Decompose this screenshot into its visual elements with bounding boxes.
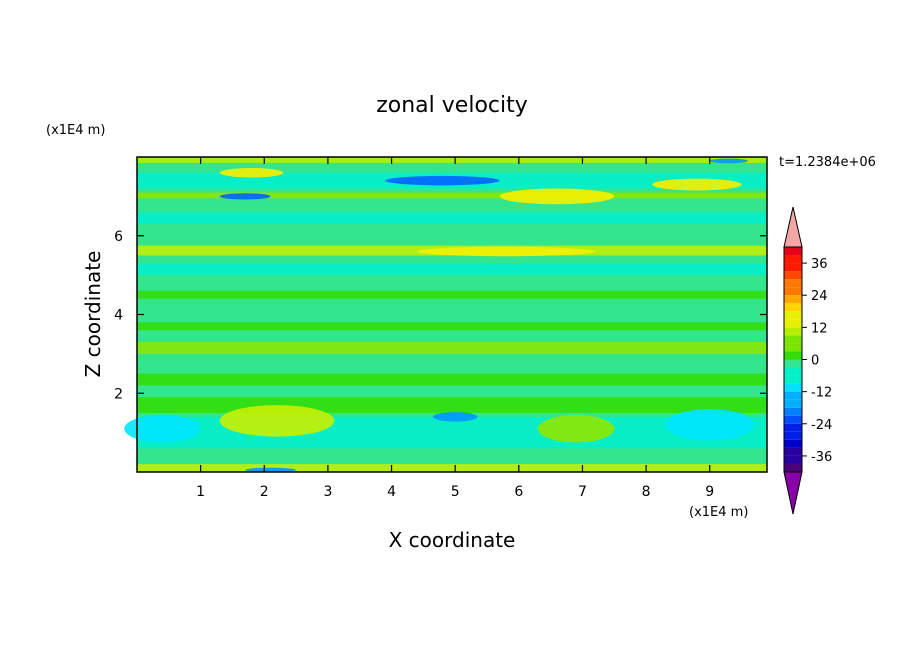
colorbar-swatch [784, 423, 802, 432]
field-eddy [417, 246, 596, 257]
colorbar-swatch [784, 391, 802, 400]
colorbar-swatch [784, 327, 802, 336]
field-band [137, 373, 767, 386]
colorbar-swatch [784, 375, 802, 384]
colorbar-extend-max [783, 206, 803, 248]
colorbar-tick-label: 36 [811, 257, 828, 272]
colorbar-swatch [784, 271, 802, 280]
field-eddy [665, 409, 755, 441]
colorbar-swatch [784, 255, 802, 264]
field-band [137, 192, 767, 199]
x-tick-label: 6 [514, 484, 523, 500]
x-tick-label: 2 [260, 484, 269, 500]
x-tick-label: 5 [451, 484, 460, 500]
colorbar-swatch [784, 359, 802, 368]
x-tick-label: 4 [387, 484, 396, 500]
field-band [137, 397, 767, 413]
field-eddy [499, 188, 615, 205]
colorbar-swatch [784, 399, 802, 408]
colorbar-swatch [784, 263, 802, 272]
colorbar-tick-label: -12 [811, 386, 832, 401]
colorbar-swatch [784, 343, 802, 352]
y-tick-label: 6 [114, 229, 123, 245]
field-band [137, 290, 767, 299]
time-label: t=1.2384e+06 [779, 155, 876, 170]
field-eddy [385, 175, 500, 186]
heatmap-field [124, 157, 767, 473]
x-tick-label: 9 [705, 484, 714, 500]
colorbar-swatch [784, 335, 802, 344]
colorbar-tick-label: 12 [811, 321, 828, 336]
y-axis-unit: (x1E4 m) [46, 123, 105, 138]
field-band [137, 342, 767, 354]
field-band [137, 322, 767, 331]
field-eddy [219, 193, 271, 200]
field-band [137, 464, 767, 472]
y-tick-label: 2 [114, 386, 123, 402]
colorbar-swatch [784, 311, 802, 320]
colorbar-tick-label: -36 [811, 450, 832, 465]
colorbar-swatch [784, 303, 802, 312]
field-eddy [709, 158, 748, 164]
field-band [137, 263, 767, 276]
colorbar: 36 24 12 0 -12 -24 -36 [783, 206, 832, 515]
colorbar-swatch [784, 439, 802, 448]
field-eddy [219, 405, 335, 437]
x-tick-label: 1 [196, 484, 205, 500]
colorbar-swatch [784, 295, 802, 304]
colorbar-swatch [784, 279, 802, 288]
colorbar-swatch [784, 407, 802, 416]
field-eddy [537, 414, 615, 443]
colorbar-swatch [784, 383, 802, 392]
colorbar-swatch [784, 247, 802, 256]
colorbar-extend-min [783, 471, 803, 515]
colorbar-swatch [784, 455, 802, 464]
field-band [137, 157, 767, 163]
x-tick-label: 3 [323, 484, 332, 500]
colorbar-swatch [784, 367, 802, 376]
x-tick-label: 7 [578, 484, 587, 500]
colorbar-tick-label: 24 [811, 289, 828, 304]
colorbar-swatch [784, 463, 802, 472]
colorbar-swatch [784, 287, 802, 296]
y-axis-label: Z coordinate [81, 251, 105, 378]
colorbar-tick-label: -24 [811, 418, 832, 433]
field-eddy [124, 414, 201, 443]
field-eddy [432, 412, 478, 422]
colorbar-swatch [784, 319, 802, 328]
colorbar-swatch [784, 415, 802, 424]
x-axis-unit: (x1E4 m) [689, 505, 748, 520]
field-eddy [219, 168, 284, 178]
colorbar-tick-label: 0 [811, 354, 819, 369]
field-eddy [245, 467, 297, 473]
chart-title: zonal velocity [376, 93, 528, 118]
colorbar-swatch [784, 431, 802, 440]
field-band [137, 212, 767, 224]
x-axis-label: X coordinate [389, 528, 516, 552]
x-tick-label: 8 [642, 484, 651, 500]
x-axis-ticks: 1 2 3 4 5 6 7 8 9 [196, 157, 714, 500]
colorbar-swatch [784, 351, 802, 360]
y-tick-label: 4 [114, 308, 123, 324]
colorbar-swatch [784, 447, 802, 456]
y-axis-ticks: 2 4 6 [114, 229, 767, 402]
field-eddy [652, 178, 742, 191]
